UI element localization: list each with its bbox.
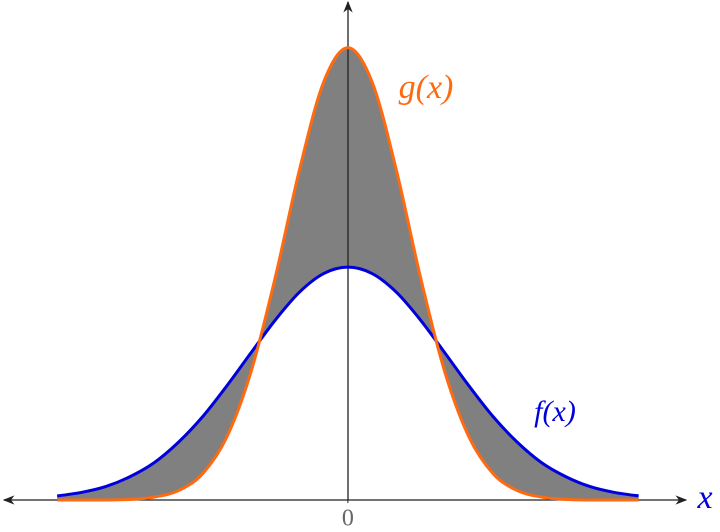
series-label: f(x) xyxy=(534,395,576,428)
line-series xyxy=(57,46,639,502)
x-tick-label: 0 xyxy=(342,506,354,532)
line-series xyxy=(56,265,639,498)
series-label: g(x) xyxy=(399,69,454,106)
x-axis-label: x xyxy=(696,479,712,516)
